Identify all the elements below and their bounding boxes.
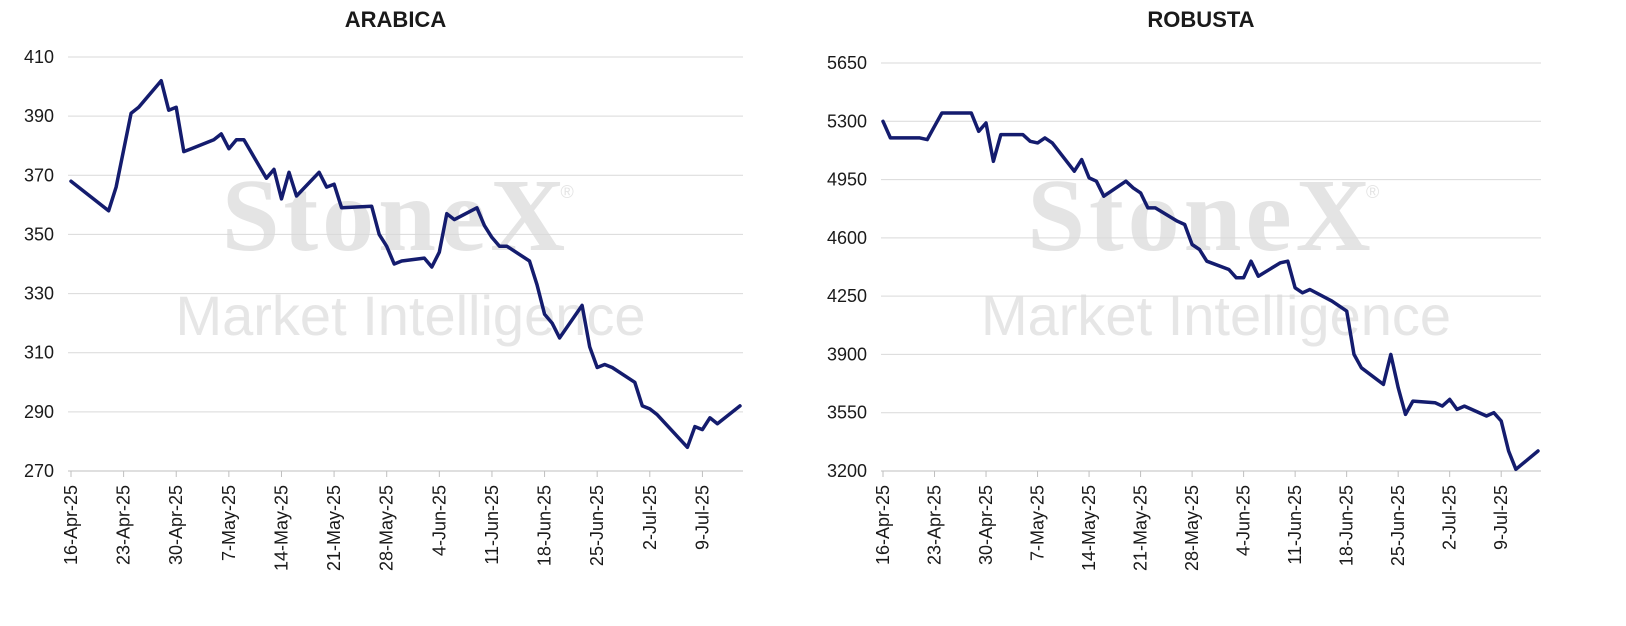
robusta-x-tick-label: 30-Apr-25 <box>976 485 996 565</box>
robusta-y-tick-label: 4250 <box>827 286 867 306</box>
robusta-x-tick-label: 2-Jul-25 <box>1440 485 1460 550</box>
arabica-y-tick-label: 330 <box>24 284 54 304</box>
arabica-x-tick-label: 16-Apr-25 <box>61 485 81 565</box>
robusta-y-tick-label: 5300 <box>827 111 867 131</box>
robusta-x-tick-label: 25-Jun-25 <box>1388 485 1408 566</box>
arabica-watermark: StoneX® Market Intelligence <box>175 158 645 347</box>
arabica-x-tick-label: 30-Apr-25 <box>166 485 186 565</box>
robusta-y-tick-label: 3550 <box>827 403 867 423</box>
arabica-x-tick-label: 2-Jul-25 <box>640 485 660 550</box>
arabica-x-tick-label: 21-May-25 <box>324 485 344 571</box>
robusta-y-tick-label: 5650 <box>827 53 867 73</box>
arabica-x-tick-label: 14-May-25 <box>271 485 291 571</box>
arabica-y-tick-label: 390 <box>24 106 54 126</box>
arabica-y-tick-label: 310 <box>24 343 54 363</box>
arabica-y-tick-label: 290 <box>24 402 54 422</box>
arabica-x-tick-label: 25-Jun-25 <box>587 485 607 566</box>
robusta-x-tick-label: 21-May-25 <box>1131 485 1151 571</box>
robusta-x-tick-label: 9-Jul-25 <box>1491 485 1511 550</box>
arabica-x-tick-label: 7-May-25 <box>219 485 239 561</box>
arabica-x-tick-label: 28-May-25 <box>377 485 397 571</box>
robusta-watermark: StoneX® Market Intelligence <box>981 158 1451 347</box>
robusta-x-tick-label: 28-May-25 <box>1182 485 1202 571</box>
robusta-x-tick-label: 11-Jun-25 <box>1285 485 1305 565</box>
robusta-x-tick-label: 23-Apr-25 <box>925 485 945 565</box>
robusta-y-tick-label: 4600 <box>827 228 867 248</box>
arabica-y-tick-label: 410 <box>24 47 54 67</box>
arabica-chart-title: ARABICA <box>345 7 447 32</box>
robusta-x-tick-label: 14-May-25 <box>1079 485 1099 571</box>
robusta-chart-panel: ROBUSTA StoneX ® Market Intelligence 3200 355… <box>813 0 1626 626</box>
arabica-y-tick-label: 270 <box>24 461 54 481</box>
robusta-x-tick-label: 16-Apr-25 <box>873 485 893 565</box>
arabica-x-tick-label: 9-Jul-25 <box>692 485 712 550</box>
arabica-watermark-brand: StoneX <box>222 158 570 273</box>
robusta-chart-title: ROBUSTA <box>1147 7 1254 32</box>
arabica-y-tick-label: 350 <box>24 224 54 244</box>
robusta-y-tick-label: 3200 <box>827 461 867 481</box>
robusta-line-chart: ROBUSTA StoneX® Market Intelligence 3200 355… <box>827 7 1541 571</box>
robusta-y-tick-label: 3900 <box>827 344 867 364</box>
robusta-watermark-brand: StoneX <box>1027 158 1375 273</box>
arabica-price-line <box>69 78 742 450</box>
robusta-watermark-reg: ® <box>1366 182 1379 202</box>
arabica-x-tick-label: 4-Jun-25 <box>429 485 449 556</box>
robusta-x-tick-label: 18-Jun-25 <box>1337 485 1357 566</box>
arabica-y-tick-label: 370 <box>24 165 54 185</box>
robusta-x-tick-label: 4-Jun-25 <box>1234 485 1254 556</box>
robusta-price-line <box>881 111 1540 472</box>
arabica-x-tick-label: 18-Jun-25 <box>535 485 555 566</box>
arabica-x-tick-label: 23-Apr-25 <box>114 485 134 565</box>
arabica-watermark-reg: ® <box>561 182 574 202</box>
robusta-x-tick-label: 7-May-25 <box>1028 485 1048 561</box>
robusta-y-tick-label: 4950 <box>827 170 867 190</box>
arabica-watermark-tagline: Market Intelligence <box>175 284 645 347</box>
arabica-chart-panel: ARABICA StoneX ® Market Intelligence 270 290 3… <box>24 7 743 571</box>
robusta-watermark-tagline: Market Intelligence <box>981 284 1451 347</box>
arabica-line-chart: ARABICA StoneX® Market Intelligence 270 290 3… <box>24 7 743 571</box>
arabica-x-tick-label: 11-Jun-25 <box>482 485 502 565</box>
